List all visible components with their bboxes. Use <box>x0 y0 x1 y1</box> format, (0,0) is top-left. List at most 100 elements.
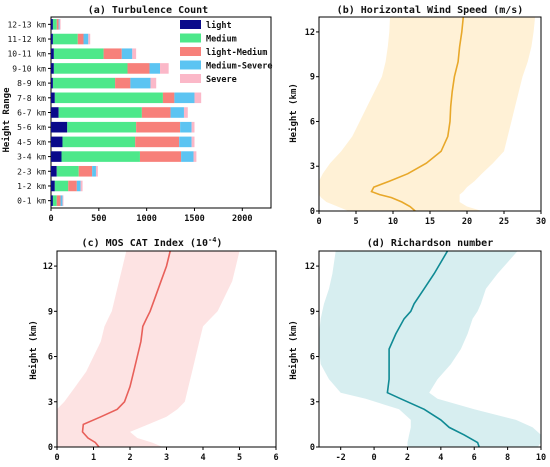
panel-c-ytick-label: 3 <box>48 398 53 408</box>
panel-b-ytick-label: 12 <box>305 28 315 38</box>
bar-medium-severe-6-7-km <box>170 107 184 118</box>
bar-medium-2-3-km <box>56 165 79 177</box>
bar-light-5-6-km <box>51 121 68 133</box>
bar-medium-4-5-km <box>62 136 136 148</box>
panel-b-ytick-label: 9 <box>310 73 315 83</box>
panel-b-ytick-label: 0 <box>310 207 315 217</box>
panel-d-range-band <box>319 251 541 447</box>
panel-a-ytick-label: 7-8 km <box>17 94 46 103</box>
panel-c-title-close: ) <box>216 238 222 249</box>
bar-medium-severe-9-10-km <box>149 63 161 74</box>
panel-a-ytick-label: 12-13 km <box>7 20 46 29</box>
bar-light-6-7-km <box>51 107 59 118</box>
panel-c-xtick-label: 2 <box>127 453 132 463</box>
bar-medium-severe-0-1-km <box>60 195 63 206</box>
bar-medium-severe-5-6-km <box>180 121 192 133</box>
bar-medium-0-1-km <box>52 195 57 206</box>
bar-light-medium-3-4-km <box>139 151 182 162</box>
panel-d-ytick-label: 9 <box>310 307 315 317</box>
bar-light-medium-5-6-km <box>136 121 181 133</box>
bar-medium-3-4-km <box>61 151 140 162</box>
bar-light-11-12-km <box>51 33 53 45</box>
panel-a-ytick-label: 0-1 km <box>17 197 46 206</box>
panel-a-ytick-label: 1-2 km <box>17 182 46 191</box>
panel-c-xtick-label: 4 <box>200 453 205 463</box>
bar-severe-4-5-km <box>191 136 195 148</box>
bar-light-medium-7-8-km <box>162 92 175 104</box>
bar-medium-9-10-km <box>53 63 128 74</box>
bar-severe-0-1-km <box>62 195 64 206</box>
legend-label-light: light <box>206 20 232 31</box>
legend-label-medium-severe: Medium-Severe <box>206 61 273 72</box>
panel-b-xtick-label: 10 <box>388 217 398 227</box>
panel-b-profile-line <box>370 17 465 211</box>
bar-light-7-8-km <box>51 92 55 104</box>
panel-c-xtick-label: 1 <box>91 453 96 463</box>
panel-d-xtick-label: 4 <box>438 453 443 463</box>
bar-medium-5-6-km <box>67 121 137 133</box>
panel-a-turbulence-count: (a) Turbulence Count Height Range 0-1 km… <box>1 5 273 224</box>
panel-a-xtick-label: 2000 <box>232 214 252 224</box>
bar-light-10-11-km <box>51 48 54 60</box>
bar-light-9-10-km <box>51 63 54 74</box>
panel-a-xtick-label: 1500 <box>184 214 204 224</box>
bar-light-1-2-km <box>51 180 55 192</box>
bar-light-medium-1-2-km <box>68 180 77 192</box>
bar-light-2-3-km <box>51 165 57 177</box>
legend-swatch-light <box>180 20 201 29</box>
panel-b-ytick-label: 6 <box>310 117 315 127</box>
bar-light-medium-8-9-km <box>115 77 131 89</box>
legend-swatch-medium-severe <box>180 60 201 70</box>
panel-a-xtick-label: 0 <box>48 214 53 224</box>
bar-medium-severe-7-8-km <box>174 92 195 104</box>
bar-medium-7-8-km <box>54 92 163 104</box>
bar-medium-severe-1-2-km <box>76 180 81 192</box>
bar-medium-severe-4-5-km <box>179 136 192 148</box>
bar-severe-1-2-km <box>80 180 83 192</box>
panel-d-xtick-label: 0 <box>372 453 377 463</box>
bar-light-3-4-km <box>51 151 62 162</box>
panel-c-range-band <box>57 251 240 447</box>
panel-a-ytick-label: 11-12 km <box>7 35 46 44</box>
panel-a-ytick-label: 4-5 km <box>17 138 46 147</box>
bar-severe-11-12-km <box>88 33 91 45</box>
panel-c-ytick-label: 9 <box>48 307 53 317</box>
bar-light-0-1-km <box>51 195 53 206</box>
bar-medium-8-9-km <box>52 77 116 89</box>
panel-b-ylabel: Height (km) <box>288 83 299 143</box>
panel-b-wind-speed: (b) Horizontal Wind Speed (m/s) Height (… <box>288 4 546 227</box>
bar-light-medium-6-7-km <box>141 107 171 118</box>
legend-label-medium: Medium <box>206 34 237 45</box>
bar-severe-9-10-km <box>160 63 169 74</box>
panel-a-ytick-label: 5-6 km <box>17 123 46 132</box>
legend-label-severe: Severe <box>206 75 237 85</box>
panel-d-profile-line <box>386 251 480 447</box>
panel-b-title: (b) Horizontal Wind Speed (m/s) <box>337 4 524 16</box>
panel-b-ytick-label: 3 <box>310 162 315 172</box>
bar-medium-severe-12-13-km <box>58 19 60 30</box>
bar-medium-1-2-km <box>54 180 69 192</box>
bar-light-4-5-km <box>51 136 63 148</box>
panel-b-xtick-label: 30 <box>536 217 546 227</box>
bar-light-12-13-km <box>51 19 53 30</box>
panel-d-ylabel: Height (km) <box>288 320 299 380</box>
bar-light-medium-12-13-km <box>56 19 59 30</box>
panel-a-xtick-label: 1000 <box>136 214 156 224</box>
bar-severe-2-3-km <box>95 165 98 177</box>
panel-a-ytick-label: 3-4 km <box>17 153 46 162</box>
panel-d-xtick-label: -2 <box>336 453 346 463</box>
panel-c-ytick-label: 6 <box>48 353 53 363</box>
panel-a-ytick-label: 10-11 km <box>7 50 46 59</box>
bar-light-medium-4-5-km <box>135 136 180 148</box>
panel-d-xtick-label: 8 <box>505 453 510 463</box>
bar-medium-11-12-km <box>52 33 78 45</box>
panel-c-xtick-label: 0 <box>54 453 59 463</box>
bar-severe-10-11-km <box>132 48 137 60</box>
panel-b-xtick-label: 15 <box>425 217 435 227</box>
panel-d-title: (d) Richardson number <box>367 237 493 249</box>
bar-medium-severe-8-9-km <box>130 77 151 89</box>
panel-a-ytick-label: 6-7 km <box>17 109 46 118</box>
panel-a-xtick-label: 500 <box>91 214 106 224</box>
panel-c-profile-line <box>81 251 171 447</box>
